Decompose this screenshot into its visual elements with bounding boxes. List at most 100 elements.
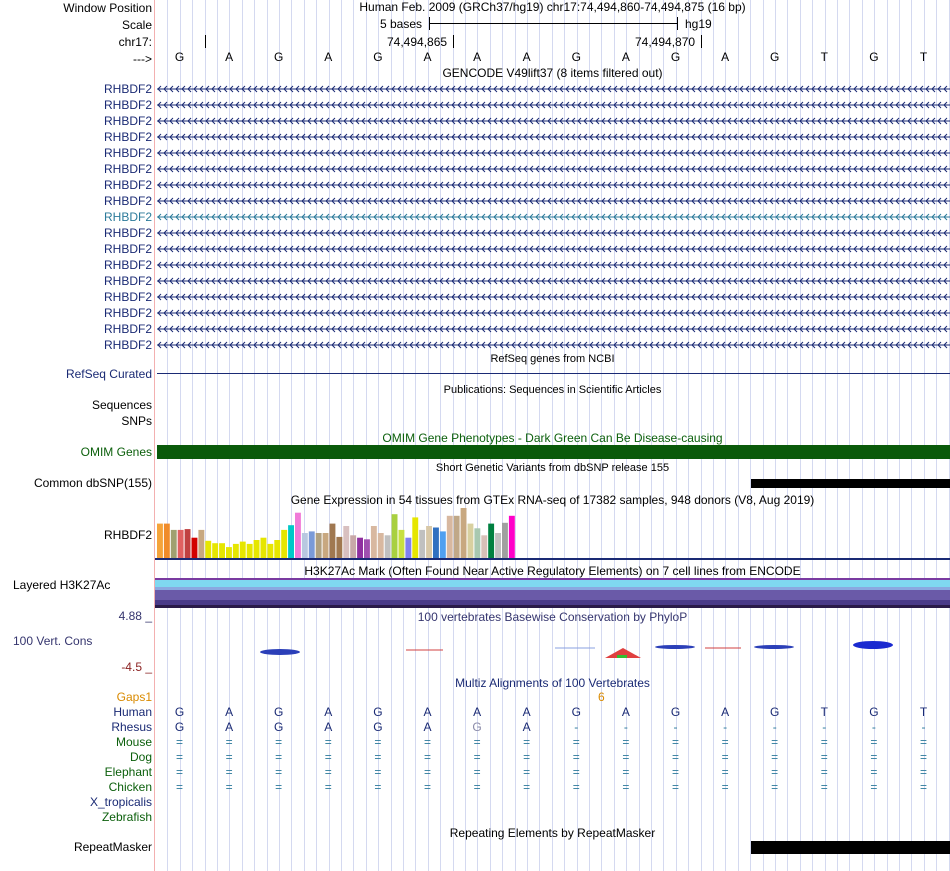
gtex-tissue-bar[interactable] [357,537,363,558]
gtex-tissue-bar[interactable] [391,514,398,558]
omim-feature-bar[interactable] [157,445,950,459]
gencode-transcript[interactable] [157,293,950,301]
gtex-tissue-bar[interactable] [453,515,460,558]
h3k27ac-title[interactable]: H3K27Ac Mark (Often Found Near Active Re… [304,564,801,578]
gencode-transcript[interactable] [157,245,950,253]
gtex-tissue-bar[interactable] [191,537,198,558]
refseq-label[interactable]: RefSeq Curated [65,367,152,381]
gencode-title[interactable]: GENCODE V49lift37 (8 items filtered out) [442,66,663,80]
gencode-transcript[interactable] [157,213,950,221]
h3k27ac-signal[interactable] [155,578,950,608]
gencode-row-label[interactable]: RHBDF2 [103,242,152,256]
gencode-row-label[interactable]: RHBDF2 [103,306,152,320]
gencode-transcript[interactable] [157,165,950,173]
gencode-row-label[interactable]: RHBDF2 [103,194,152,208]
gencode-transcript[interactable] [157,149,950,157]
gtex-tissue-bar[interactable] [343,526,350,558]
gtex-tissue-bar[interactable] [226,547,232,558]
gtex-tissue-bar[interactable] [426,526,432,558]
gencode-transcript[interactable] [157,261,950,269]
multiz-title[interactable]: Multiz Alignments of 100 Vertebrates [455,676,650,690]
gencode-row-label[interactable]: RHBDF2 [103,130,152,144]
gtex-tissue-bar[interactable] [370,526,377,558]
gtex-bar-chart[interactable] [155,508,950,558]
gencode-transcript[interactable] [157,181,950,189]
gencode-transcript[interactable] [157,229,950,237]
gtex-tissue-bar[interactable] [398,529,405,558]
omim-label[interactable]: OMIM Genes [80,445,152,459]
gtex-tissue-bar[interactable] [239,541,246,558]
phylop-signal[interactable] [155,630,950,670]
gencode-transcript[interactable] [157,197,950,205]
gtex-tissue-bar[interactable] [481,535,488,558]
gtex-tissue-bar[interactable] [315,533,322,558]
gencode-row-label[interactable]: RHBDF2 [103,322,152,336]
gtex-label[interactable]: RHBDF2 [103,528,152,542]
species-label[interactable]: Elephant [104,765,152,779]
dbsnp-label[interactable]: Common dbSNP(155) [33,476,152,490]
gtex-tissue-bar[interactable] [163,523,170,558]
h3k27ac-label[interactable]: Layered H3K27Ac [13,578,111,592]
repeatmasker-title[interactable]: Repeating Elements by RepeatMasker [449,826,656,840]
gtex-tissue-bar[interactable] [350,535,357,558]
gtex-tissue-bar[interactable] [308,531,315,558]
gencode-row-label[interactable]: RHBDF2 [103,98,152,112]
omim-title[interactable]: OMIM Gene Phenotypes - Dark Green Can Be… [382,431,723,445]
gtex-tissue-bar[interactable] [433,527,439,559]
gtex-tissue-bar[interactable] [232,543,239,558]
gtex-title[interactable]: Gene Expression in 54 tissues from GTEx … [290,493,815,507]
gtex-tissue-bar[interactable] [246,543,253,558]
gencode-row-label[interactable]: RHBDF2 [103,226,152,240]
gtex-tissue-bar[interactable] [419,529,426,558]
gtex-tissue-bar[interactable] [474,528,481,558]
gtex-tissue-bar[interactable] [205,540,212,558]
gtex-tissue-bar[interactable] [446,515,453,558]
gencode-transcript[interactable] [157,325,950,333]
repeatmasker-label[interactable]: RepeatMasker [73,840,152,854]
gtex-tissue-bar[interactable] [488,523,495,558]
gencode-row-label[interactable]: RHBDF2 [103,290,152,304]
gencode-row-label[interactable]: RHBDF2 [103,274,152,288]
gencode-transcript[interactable] [157,309,950,317]
phylop-label[interactable]: 100 Vert. Cons [13,634,93,648]
gtex-tissue-bar[interactable] [502,522,508,558]
gencode-row-label[interactable]: RHBDF2 [103,210,152,224]
gencode-row-label[interactable]: RHBDF2 [103,146,152,160]
gtex-tissue-bar[interactable] [377,533,384,558]
species-label[interactable]: Mouse [115,735,152,749]
gtex-tissue-bar[interactable] [439,531,446,558]
gencode-transcript[interactable] [157,85,950,93]
gencode-transcript[interactable] [157,117,950,125]
gencode-row-label[interactable]: RHBDF2 [103,82,152,96]
gtex-tissue-bar[interactable] [219,543,225,558]
gtex-tissue-bar[interactable] [467,523,474,558]
gencode-row-label[interactable]: RHBDF2 [103,178,152,192]
species-label[interactable]: Chicken [108,780,152,794]
gencode-row-label[interactable]: RHBDF2 [103,162,152,176]
gtex-tissue-bar[interactable] [412,517,419,558]
refseq-title[interactable]: RefSeq genes from NCBI [490,353,615,365]
species-label[interactable]: Dog [129,750,152,764]
gencode-row-label[interactable]: RHBDF2 [103,258,152,272]
gtex-tissue-bar[interactable] [212,543,219,558]
gtex-tissue-bar[interactable] [405,537,412,558]
species-label[interactable]: Human [113,705,152,719]
gencode-transcript[interactable] [157,341,950,349]
gencode-row-label[interactable]: RHBDF2 [103,114,152,128]
gencode-transcript[interactable] [157,133,950,141]
gtex-tissue-bar[interactable] [177,529,184,558]
gtex-tissue-bar[interactable] [274,540,281,558]
species-label[interactable]: Rhesus [111,720,152,734]
pubs-sequences-label[interactable]: Sequences [91,398,152,412]
gencode-row-label[interactable]: RHBDF2 [103,338,152,352]
species-label[interactable]: X_tropicalis [89,795,152,809]
gtex-tissue-bar[interactable] [322,533,329,558]
gtex-tissue-bar[interactable] [495,533,501,558]
dbsnp-feature-bar[interactable] [751,479,950,488]
gtex-tissue-bar[interactable] [267,543,274,558]
gtex-tissue-bar[interactable] [508,515,515,558]
refseq-gene-line[interactable] [157,373,950,374]
gtex-tissue-bar[interactable] [170,529,177,558]
gtex-tissue-bar[interactable] [253,540,260,558]
gtex-tissue-bar[interactable] [329,523,336,558]
